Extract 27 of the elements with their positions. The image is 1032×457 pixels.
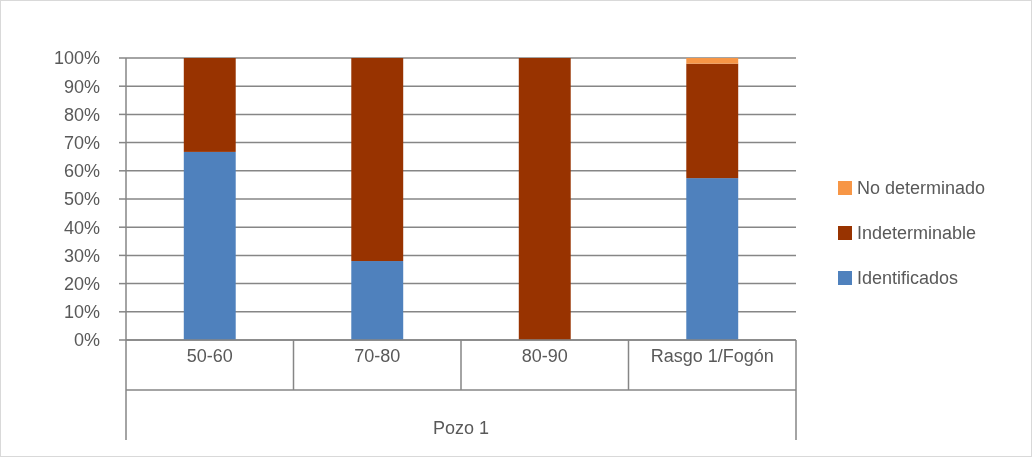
- x-tick-label: Rasgo 1/Fogón: [650, 346, 774, 367]
- x-tick-label: 50-60: [186, 346, 233, 367]
- y-tick-label: 100%: [53, 48, 100, 69]
- bar: [183, 151, 236, 340]
- y-tick-label: 60%: [63, 161, 100, 182]
- bar: [686, 63, 739, 179]
- x-axis-title: Pozo 1: [432, 418, 490, 439]
- y-tick-label: 80%: [63, 104, 100, 125]
- bar: [518, 58, 571, 340]
- bar: [686, 178, 739, 340]
- legend-label: Indeterminable: [857, 223, 977, 244]
- bar: [183, 58, 236, 152]
- y-tick-label: 0%: [73, 330, 100, 351]
- bar: [351, 261, 404, 340]
- x-tick-label: 80-90: [521, 346, 568, 367]
- y-tick-label: 20%: [63, 273, 100, 294]
- y-tick-label: 90%: [63, 76, 100, 97]
- y-tick-label: 30%: [63, 245, 100, 266]
- bar: [686, 58, 739, 64]
- legend-label: Identificados: [857, 268, 959, 289]
- legend-label: No determinado: [857, 178, 986, 199]
- y-tick-label: 10%: [63, 302, 100, 323]
- x-tick-label: 70-80: [354, 346, 401, 367]
- bar: [351, 58, 404, 262]
- y-tick-label: 40%: [63, 217, 100, 238]
- y-tick-label: 70%: [63, 132, 100, 153]
- y-tick-label: 50%: [63, 189, 100, 210]
